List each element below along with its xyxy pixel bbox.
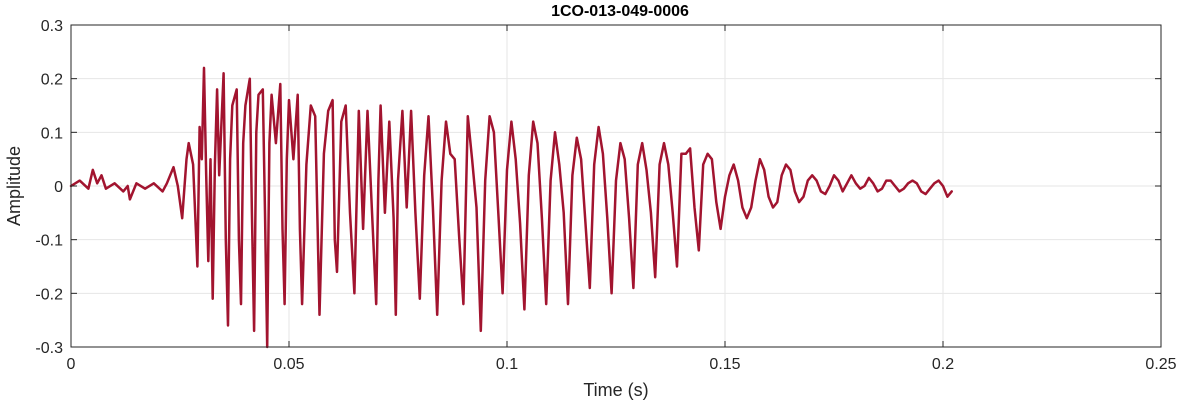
y-axis-ticks: 0.3 0.2 0.1 0 -0.1 -0.2 -0.3	[35, 18, 1161, 357]
x-tick-label: 0.1	[496, 356, 518, 373]
y-tick-label: 0.3	[41, 18, 63, 35]
x-tick-label: 0.15	[709, 356, 740, 373]
x-tick-label: 0.2	[932, 356, 954, 373]
y-tick-label: 0	[54, 179, 63, 196]
y-tick-label: -0.1	[35, 233, 63, 250]
x-tick-label: 0.25	[1145, 356, 1176, 373]
signal-line	[69, 66, 953, 349]
y-tick-label: 0.2	[41, 72, 63, 89]
y-tick-label: -0.3	[35, 340, 63, 357]
y-tick-label: 0.1	[41, 125, 63, 142]
x-tick-label: 0	[67, 356, 76, 373]
x-axis-ticks: 0 0.05 0.1 0.15 0.2 0.25	[67, 25, 1177, 373]
y-axis-label: Amplitude	[4, 146, 24, 226]
chart-title: 1CO-013-049-0006	[551, 3, 689, 20]
x-axis-label: Time (s)	[583, 380, 648, 400]
x-tick-label: 0.05	[273, 356, 304, 373]
y-tick-label: -0.2	[35, 286, 63, 303]
